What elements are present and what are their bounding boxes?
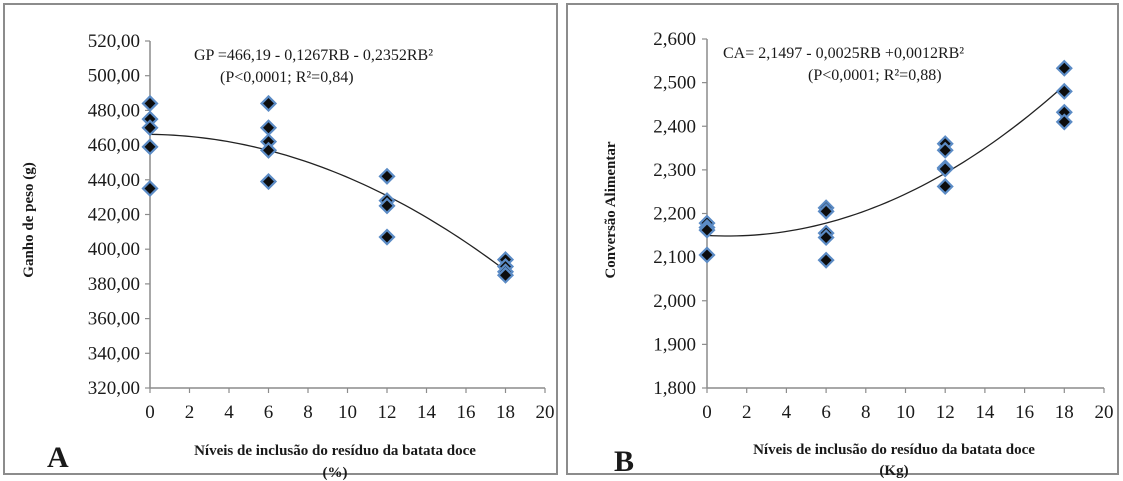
chart-b-data-point (936, 141, 954, 159)
chart-a-data-point (259, 141, 278, 159)
chart-b-x-tick-label: 0 (702, 402, 712, 423)
chart-b-y-tick-label: 2,300 (653, 160, 696, 181)
chart-b-y-tick-label: 1,900 (653, 334, 696, 355)
chart-a-equation: GP =466,19 - 0,1267RB - 0,2352RB² (194, 47, 433, 64)
chart-a-data-point (259, 119, 278, 137)
chart-b-x-tick-label: 16 (1015, 402, 1034, 423)
chart-b-svg: Conversão Alimentar CA= 2,1497 - 0,0025R… (603, 29, 1114, 479)
chart-b-x-tick-label: 20 (1095, 402, 1114, 423)
chart-a-x-tick-label: 6 (264, 402, 274, 423)
chart-b-stats: (P<0,0001; R²=0,88) (808, 67, 942, 84)
chart-a-data-point (378, 167, 396, 185)
chart-a-ylabel: Ganho de peso (g) (21, 162, 37, 277)
chart-a-y-tick-label: 500,00 (88, 66, 140, 87)
chart-b-data-point (698, 246, 716, 264)
chart-b-data-point (936, 177, 954, 196)
chart-b-x-tick-label: 4 (782, 402, 792, 423)
chart-a-x-tick-label: 20 (536, 402, 555, 423)
chart-a-data-point (141, 179, 159, 198)
chart-a-x-tick-label: 16 (457, 402, 476, 423)
chart-b-y-tick-label: 2,500 (653, 73, 696, 94)
chart-a-data-point (378, 197, 396, 215)
chart-b-data-point (817, 228, 835, 247)
chart-b-x-tick-label: 8 (861, 402, 871, 423)
chart-a-y-tick-label: 520,00 (88, 31, 140, 52)
chart-a-data-point (496, 266, 515, 284)
chart-a-xlabel-line1: Níveis de inclusão do resíduo da batata … (194, 443, 476, 459)
chart-a-x-tick-label: 18 (496, 402, 515, 423)
chart-panel-b: Conversão Alimentar CA= 2,1497 - 0,0025R… (566, 3, 1119, 479)
chart-a-y-tick-label: 400,00 (88, 239, 140, 260)
chart-b-panel-letter: B (614, 445, 634, 478)
chart-a-x-tick-label: 0 (145, 402, 155, 423)
chart-a-svg: Ganho de peso (g) GP =466,19 - 0,1267RB … (21, 31, 555, 481)
chart-a-y-tick-label: 440,00 (88, 170, 140, 191)
chart-panel-a: Ganho de peso (g) GP =466,19 - 0,1267RB … (3, 3, 558, 481)
chart-b-data-point (698, 221, 716, 239)
chart-b-trend-line (706, 84, 1065, 237)
chart-a-xlabel-line2: (%) (323, 465, 348, 481)
chart-b-x-tick-label: 10 (896, 402, 915, 423)
chart-b-x-tick-label: 12 (936, 402, 955, 423)
chart-a-x-tick-label: 2 (185, 402, 195, 423)
chart-a-y-tick-label: 460,00 (88, 135, 140, 156)
chart-a-trend-line (149, 133, 506, 272)
chart-b-x-tick-label: 14 (975, 402, 995, 423)
chart-a-x-tick-label: 4 (224, 402, 234, 423)
chart-a-y-tick-label: 340,00 (88, 343, 140, 364)
chart-a-y-tick-label: 380,00 (88, 274, 140, 295)
chart-a-y-tick-label: 480,00 (88, 100, 140, 121)
chart-b-data-point (817, 251, 835, 269)
chart-b-y-tick-label: 1,800 (653, 378, 696, 399)
chart-b-x-tick-label: 18 (1055, 402, 1074, 423)
chart-b-equation: CA= 2,1497 - 0,0025RB +0,0012RB² (723, 45, 964, 62)
chart-b-y-tick-label: 2,000 (653, 291, 696, 312)
chart-b-y-tick-label: 2,200 (653, 204, 696, 225)
chart-b-x-tick-label: 2 (742, 402, 752, 423)
chart-a-data-point (141, 138, 159, 156)
chart-b-y-tick-label: 2,600 (653, 29, 696, 50)
chart-b-data-point (936, 160, 954, 178)
chart-a-y-tick-label: 360,00 (88, 309, 140, 330)
chart-a-y-tick-label: 420,00 (88, 205, 140, 226)
chart-b-data-point (817, 202, 835, 220)
chart-b-x-tick-label: 6 (821, 402, 831, 423)
chart-a-data-point (259, 172, 278, 191)
chart-b-y-tick-label: 2,400 (653, 116, 696, 137)
chart-b-data-point (1055, 113, 1073, 131)
chart-a-stats: (P<0,0001; R²=0,84) (220, 69, 354, 86)
chart-a-x-tick-label: 14 (417, 402, 437, 423)
chart-a-data-point (141, 94, 159, 113)
chart-a-x-tick-label: 12 (378, 402, 397, 423)
chart-b-y-tick-label: 2,100 (653, 247, 696, 268)
chart-b-xlabel-line2: (Kg) (879, 463, 908, 479)
chart-a-panel-letter: A (47, 441, 69, 474)
chart-b-data-point (1055, 82, 1073, 100)
chart-a-y-tick-label: 320,00 (88, 378, 140, 399)
chart-b-ylabel: Conversão Alimentar (603, 141, 619, 278)
chart-a-data-point (259, 94, 278, 113)
chart-a-x-tick-label: 10 (338, 402, 357, 423)
chart-b-data-point (1055, 59, 1073, 77)
chart-a-x-tick-label: 8 (303, 402, 313, 423)
chart-a-data-point (378, 228, 396, 246)
chart-b-xlabel-line1: Níveis de inclusão do resíduo da batata … (753, 442, 1035, 458)
chart-a-data-point (141, 119, 159, 137)
